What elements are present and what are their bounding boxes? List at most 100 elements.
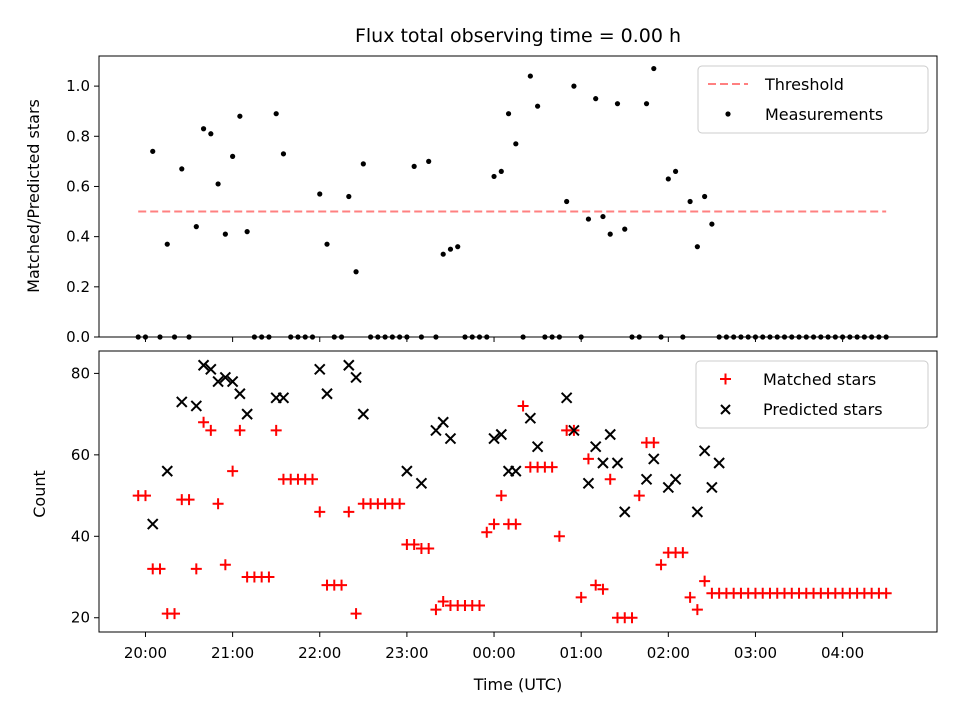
matched-star-marker	[306, 473, 318, 485]
measurement-point	[694, 244, 700, 250]
measurement-point	[193, 224, 199, 230]
matched-star-marker	[408, 538, 420, 550]
bottom-chart-x-axis-label: Time (UTC)	[473, 675, 562, 694]
matched-star-marker	[423, 543, 435, 555]
predicted-star-marker	[604, 428, 616, 441]
measurement-point	[150, 148, 156, 154]
measurement-point	[665, 176, 671, 182]
top-legend-box	[697, 65, 929, 134]
bottom-y-tick-label: 20	[71, 609, 90, 627]
predicted-star-marker	[350, 371, 362, 384]
bottom-x-tick-label: 04:00	[821, 644, 864, 662]
matched-star-marker	[582, 453, 594, 465]
top-y-tick-label: 0.8	[66, 127, 90, 145]
measurement-point	[709, 221, 715, 227]
matched-star-marker	[517, 400, 529, 412]
measurement-point	[687, 198, 693, 205]
matched-star-marker	[205, 424, 217, 436]
predicted-star-marker	[611, 457, 624, 469]
matched-star-marker	[154, 563, 166, 575]
measurement-point	[346, 193, 352, 200]
top-chart-legend: Threshold Measurements	[697, 65, 929, 134]
matched-star-marker	[604, 473, 616, 485]
bottom-chart-x-ticks: 20:00 21:00 22:00 23:00 00:00 01:00 02:00 03:00…	[124, 632, 864, 662]
bottom-x-tick-label: 20:00	[124, 644, 167, 662]
measurement-point	[455, 244, 461, 250]
matched-star-marker	[430, 604, 442, 616]
predicted-star-marker	[277, 392, 290, 404]
matched-star-marker	[169, 608, 181, 620]
matched-star-marker	[684, 591, 696, 603]
matched-star-marker	[481, 526, 493, 538]
matched-star-marker	[394, 498, 406, 510]
matched-star-marker	[655, 559, 667, 571]
measurement-point	[564, 198, 570, 205]
predicted-star-marker	[147, 518, 159, 530]
predicted-star-marker	[219, 371, 232, 384]
matched-stars-points	[132, 400, 892, 624]
measurement-point	[535, 103, 541, 109]
measurement-point	[273, 111, 279, 117]
predicted-star-marker	[648, 453, 660, 465]
bottom-x-tick-label: 22:00	[298, 644, 341, 662]
measurement-point	[353, 269, 359, 275]
bottom-x-tick-label: 03:00	[734, 644, 777, 662]
predicted-star-marker	[691, 506, 704, 518]
predicted-star-marker	[495, 428, 508, 441]
measurement-point	[237, 113, 243, 119]
predicted-star-marker	[524, 412, 537, 424]
matched-star-marker	[219, 559, 231, 571]
measurement-point	[164, 241, 170, 247]
measurement-point	[360, 161, 366, 167]
matched-star-marker	[314, 506, 326, 518]
predicted-star-marker	[176, 396, 188, 408]
measurement-point	[614, 101, 621, 107]
measurement-point	[593, 96, 599, 102]
bottom-y-tick-label: 80	[71, 364, 90, 382]
measurement-point	[505, 111, 512, 117]
bottom-legend-box	[695, 360, 929, 429]
matched-legend-label: Matched stars	[763, 370, 876, 389]
measurement-point	[672, 168, 679, 175]
matched-star-marker	[633, 490, 645, 502]
top-chart-points	[135, 65, 889, 340]
measurement-point	[607, 231, 613, 237]
matched-star-marker	[270, 424, 282, 436]
predicted-star-marker	[698, 445, 711, 457]
measurement-point	[702, 193, 708, 200]
matched-star-marker	[263, 571, 275, 583]
top-y-tick-label: 0.6	[66, 177, 90, 195]
matched-star-marker	[510, 518, 522, 530]
measurement-point	[491, 173, 497, 180]
measurement-point	[426, 158, 432, 164]
matched-star-marker	[183, 494, 195, 506]
matched-star-marker	[437, 595, 449, 607]
predicted-star-marker	[437, 416, 449, 428]
predicted-star-marker	[713, 457, 725, 469]
measurement-point	[513, 141, 519, 147]
measurement-point	[440, 251, 446, 257]
predicted-star-marker	[343, 359, 355, 371]
measurements-legend-swatch	[725, 111, 731, 117]
predicted-star-marker	[357, 408, 370, 420]
measurement-point	[244, 229, 250, 235]
predicted-star-marker	[568, 424, 580, 437]
matched-star-marker	[575, 591, 587, 603]
measurement-point	[651, 65, 657, 72]
predicted-legend-label: Predicted stars	[763, 400, 883, 419]
measurement-point	[317, 191, 323, 197]
bottom-chart: Count Time (UTC) 20 40 60 80 20:00 21:00 22:0…	[30, 350, 938, 694]
measurement-point	[585, 216, 592, 222]
top-y-tick-label: 0.0	[66, 328, 90, 346]
predicted-star-marker	[619, 506, 631, 518]
measurement-point	[643, 101, 650, 107]
top-chart-y-axis-label: Matched/Predicted stars	[24, 99, 43, 293]
top-chart: Flux total observing time = 0.00 h Match…	[24, 25, 938, 346]
measurement-point	[208, 131, 214, 137]
bottom-y-tick-label: 60	[71, 446, 90, 464]
predicted-star-marker	[321, 388, 333, 400]
bottom-chart-legend: Matched stars Predicted stars	[695, 360, 929, 429]
matched-star-marker	[495, 490, 507, 502]
predicted-star-marker	[597, 457, 609, 469]
predicted-star-marker	[706, 481, 718, 494]
